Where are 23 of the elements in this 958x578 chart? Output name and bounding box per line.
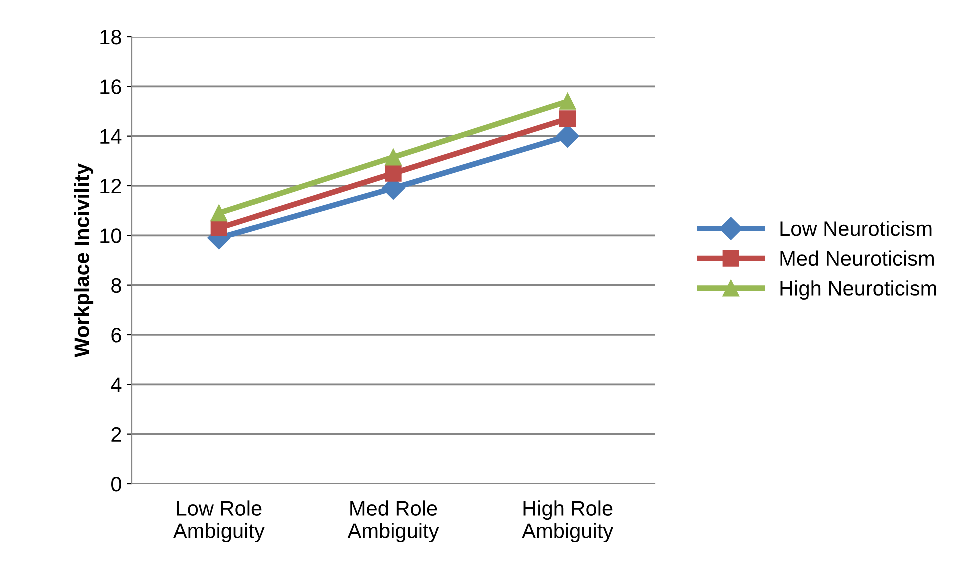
point — [385, 149, 402, 166]
y-tick-label: 16 — [100, 80, 122, 94]
legend-label: Med Neuroticism — [780, 250, 934, 266]
point — [560, 93, 576, 110]
y-tick-label: 4 — [111, 378, 122, 392]
x-tick-label: Low Role Ambiguity — [173, 500, 265, 543]
y-tick-label: 14 — [100, 130, 122, 144]
legend-label: Low Neuroticism — [780, 220, 932, 236]
y-tick-label: 18 — [100, 30, 122, 45]
point — [560, 110, 576, 128]
y-tick-label: 10 — [100, 228, 122, 244]
point — [210, 220, 228, 237]
y-tick-label: 0 — [112, 477, 122, 492]
point — [385, 165, 402, 182]
point — [210, 204, 228, 222]
y-tick-label: 6 — [112, 328, 122, 343]
legend-label: High Neuroticism — [780, 280, 936, 300]
y-tick-label: 12 — [100, 179, 122, 194]
x-tick-label: High Role Ambiguity — [522, 500, 614, 543]
y-tick-label: 8 — [112, 278, 122, 294]
x-tick-label: Med Role Ambiguity — [348, 500, 440, 543]
y-axis-title: Workplace Incivility — [74, 164, 94, 358]
y-tick-label: 2 — [112, 427, 122, 442]
